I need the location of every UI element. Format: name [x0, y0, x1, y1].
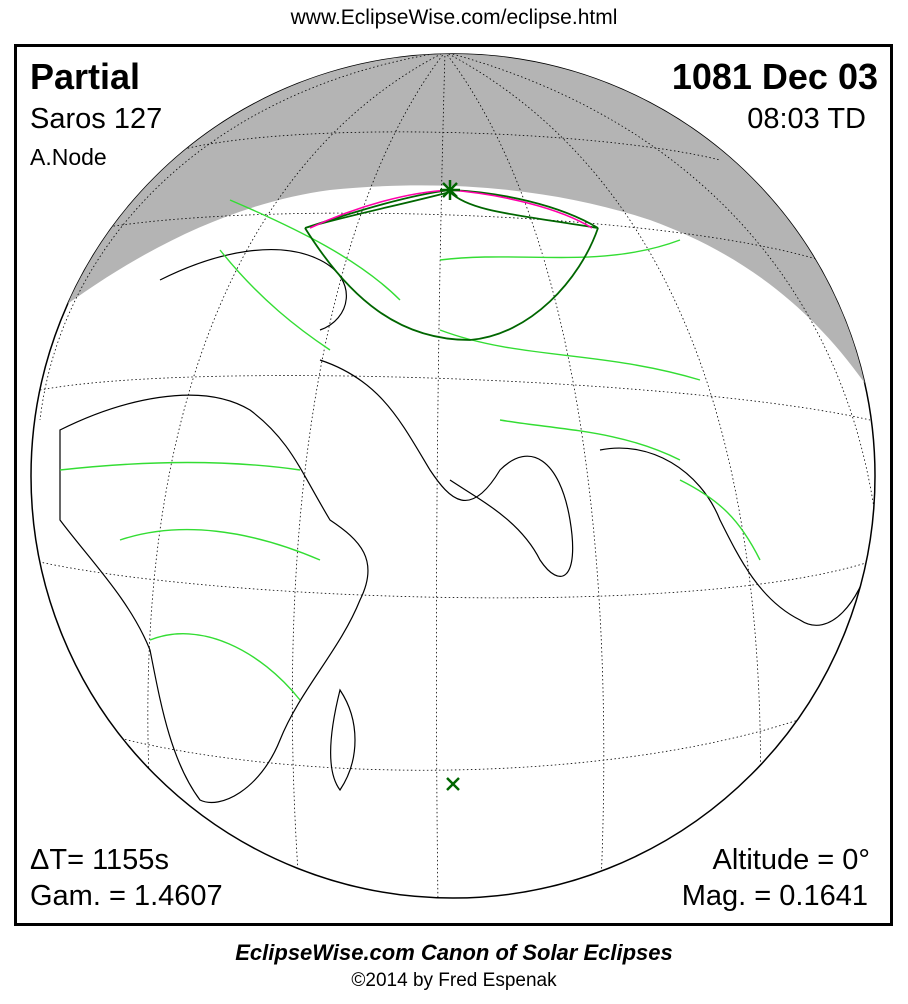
source-url: www.EclipseWise.com/eclipse.html	[290, 6, 618, 29]
eclipse-date: 1081 Dec 03	[671, 56, 878, 97]
footer-title: EclipseWise.com Canon of Solar Eclipses	[235, 940, 673, 965]
saros-number: Saros 127	[30, 103, 163, 135]
eclipse-limits	[304, 189, 599, 341]
map-frame	[14, 44, 893, 926]
eclipse-type: Partial	[30, 56, 141, 97]
node-label: A.Node	[30, 144, 107, 170]
eclipse-time: 08:03 TD	[747, 103, 866, 135]
graticule	[31, 54, 875, 898]
x-icon	[446, 777, 460, 791]
political-borders	[59, 199, 761, 701]
altitude: Altitude = 0°	[712, 844, 870, 876]
footer-copyright: ©2014 by Fred Espenak	[351, 970, 557, 991]
asterisk-icon	[440, 180, 460, 200]
gamma: Gam. = 1.4607	[30, 880, 223, 912]
delta-t: ΔT= 1155s	[30, 844, 169, 876]
coastlines	[59, 248, 871, 804]
magnitude: Mag. = 0.1641	[681, 880, 868, 912]
